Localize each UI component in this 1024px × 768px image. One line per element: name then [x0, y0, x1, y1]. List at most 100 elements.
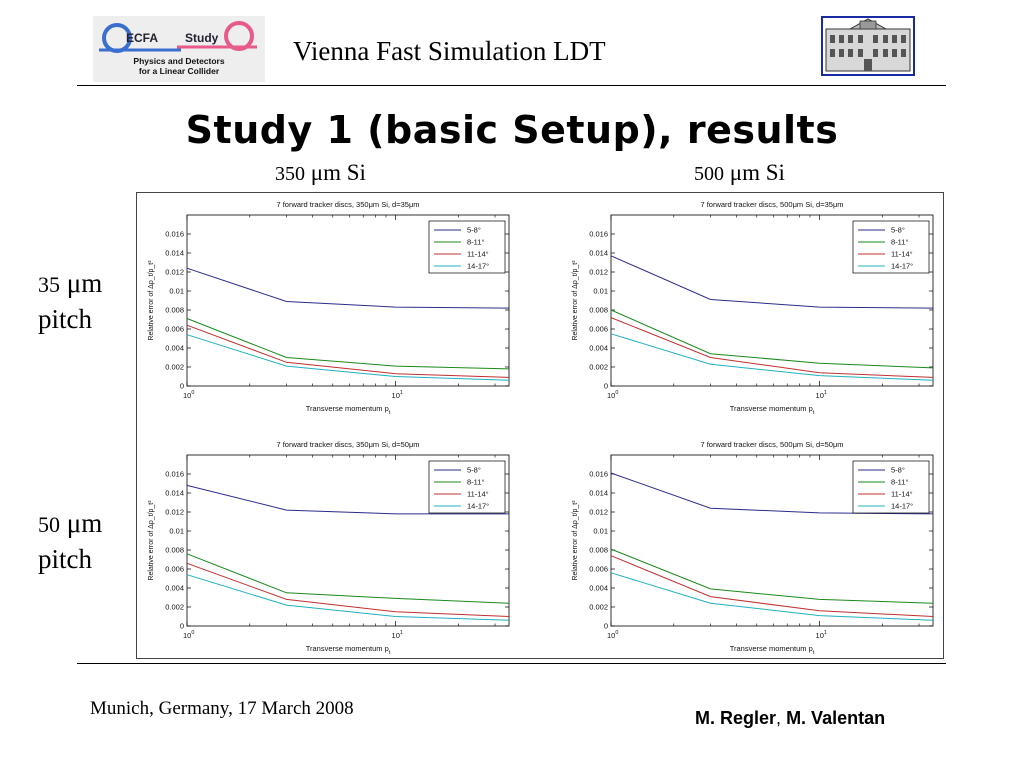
y-tick-label: 0.01	[169, 527, 184, 536]
row-label-number: 35	[38, 272, 60, 297]
legend-label: 14-17°	[891, 502, 913, 511]
legend-label: 8-11°	[891, 478, 908, 487]
footer-rule	[77, 663, 946, 664]
legend-label: 8-11°	[891, 238, 908, 247]
y-tick-label: 0.014	[589, 249, 608, 258]
y-tick-label: 0.006	[589, 565, 608, 574]
y-tick-label: 0.012	[165, 268, 184, 277]
author-valentan: M. Valentan	[786, 708, 886, 728]
logo-line1: Physics and Detectors	[133, 56, 224, 66]
column-label-number: 500	[694, 163, 724, 185]
plot-axes-box	[186, 214, 510, 387]
x-tick-label: 101	[816, 630, 827, 640]
y-tick-label: 0.002	[589, 363, 608, 372]
results-figure: 7 forward tracker discs, 350μm Si, d=35μ…	[136, 192, 944, 659]
y-tick-label: 0.004	[589, 584, 608, 593]
legend-label: 14-17°	[467, 502, 489, 511]
legend-label: 5-8°	[891, 466, 905, 475]
series-line-11-14°	[610, 317, 934, 378]
legend-label: 8-11°	[467, 238, 484, 247]
footer-date-location: Munich, Germany, 17 March 2008	[90, 698, 354, 719]
logo-line2: for a Linear Collider	[139, 66, 220, 76]
slide-title: Study 1 (basic Setup), results	[185, 108, 839, 152]
x-tick-label: 101	[392, 630, 403, 640]
x-tick-label: 100	[183, 390, 194, 400]
y-tick-label: 0.012	[589, 508, 608, 517]
plot-title: 7 forward tracker discs, 500μm Si, d=50μ…	[700, 440, 843, 449]
series-line-5-8°	[610, 472, 934, 515]
y-tick-label: 0.01	[593, 527, 608, 536]
x-tick-label: 101	[392, 390, 403, 400]
y-tick-label: 0	[180, 622, 184, 631]
y-tick-label: 0.016	[589, 470, 608, 479]
y-tick-label: 0.014	[165, 489, 184, 498]
y-tick-label: 0.01	[169, 287, 184, 296]
row-label-word: pitch	[38, 304, 92, 334]
row-label-unit: μm	[66, 268, 103, 298]
x-axis-label: Transverse momentum pt	[730, 404, 815, 416]
series-line-5-8°	[610, 255, 934, 309]
y-tick-label: 0.002	[165, 363, 184, 372]
plot-panel-4: 7 forward tracker discs, 500μm Si, d=50μ…	[572, 440, 934, 656]
series-line-8-11°	[610, 309, 934, 369]
y-tick-label: 0.002	[165, 603, 184, 612]
legend-label: 11-14°	[467, 250, 489, 259]
header-rule	[77, 85, 946, 86]
legend-label: 8-11°	[467, 478, 484, 487]
series-line-5-8°	[186, 484, 509, 515]
plot-title: 7 forward tracker discs, 500μm Si, d=35μ…	[700, 200, 843, 209]
column-label-350: 350 μm Si	[275, 160, 366, 186]
x-axis-label: Transverse momentum pt	[306, 644, 391, 656]
y-axis-label: Relative error of Δp_t/p_t²	[148, 500, 155, 581]
logo-study: Study	[185, 31, 219, 45]
y-tick-label: 0.012	[589, 268, 608, 277]
row-label-unit: μm	[66, 508, 103, 538]
x-tick-label: 100	[607, 390, 618, 400]
y-tick-label: 0.004	[589, 344, 608, 353]
presentation-header-title: Vienna Fast Simulation LDT	[293, 36, 606, 66]
plot-panel-3: 7 forward tracker discs, 350μm Si, d=50μ…	[148, 440, 510, 656]
row-label-number: 50	[38, 512, 60, 537]
y-tick-label: 0.006	[589, 325, 608, 334]
y-axis-label: Relative error of Δp_t/p_t²	[148, 260, 155, 341]
plot-panel-2: 7 forward tracker discs, 500μm Si, d=35μ…	[572, 200, 934, 416]
university-building-logo	[820, 15, 916, 77]
x-axis-label: Transverse momentum pt	[730, 644, 815, 656]
row-label-35: 35 μm pitch	[38, 266, 102, 336]
y-tick-label: 0.016	[165, 230, 184, 239]
legend-label: 5-8°	[467, 466, 481, 475]
series-line-14-17°	[610, 572, 934, 621]
legend-label: 11-14°	[467, 490, 489, 499]
y-tick-label: 0.006	[165, 325, 184, 334]
y-tick-label: 0	[604, 382, 608, 391]
legend-label: 11-14°	[891, 490, 913, 499]
y-tick-label: 0	[604, 622, 608, 631]
series-line-8-11°	[610, 548, 934, 604]
plot-axes-box	[186, 454, 510, 627]
legend-label: 14-17°	[467, 262, 489, 271]
y-tick-label: 0.016	[589, 230, 608, 239]
x-axis-label: Transverse momentum pt	[306, 404, 391, 416]
y-tick-label: 0.008	[165, 306, 184, 315]
x-tick-label: 101	[816, 390, 827, 400]
y-axis-label: Relative error of Δp_t/p_t²	[572, 500, 579, 581]
series-line-8-11°	[186, 318, 510, 370]
column-label-500: 500 μm Si	[694, 160, 785, 186]
column-label-unit: μm Si	[729, 160, 785, 185]
y-tick-label: 0.012	[165, 508, 184, 517]
x-tick-label: 100	[607, 630, 618, 640]
series-line-8-11°	[186, 553, 510, 604]
legend-label: 14-17°	[891, 262, 913, 271]
y-tick-label: 0.002	[589, 603, 608, 612]
plot-title: 7 forward tracker discs, 350μm Si, d=50μ…	[276, 440, 419, 449]
y-tick-label: 0.008	[165, 546, 184, 555]
plot-panel-1: 7 forward tracker discs, 350μm Si, d=35μ…	[148, 200, 510, 416]
y-tick-label: 0.004	[165, 584, 184, 593]
author-separator: ,	[776, 708, 782, 728]
series-line-14-17°	[610, 333, 934, 381]
series-line-14-17°	[186, 334, 510, 381]
series-line-11-14°	[186, 324, 510, 378]
x-tick-label: 100	[183, 630, 194, 640]
series-line-11-14°	[610, 555, 934, 617]
y-tick-label: 0.014	[589, 489, 608, 498]
